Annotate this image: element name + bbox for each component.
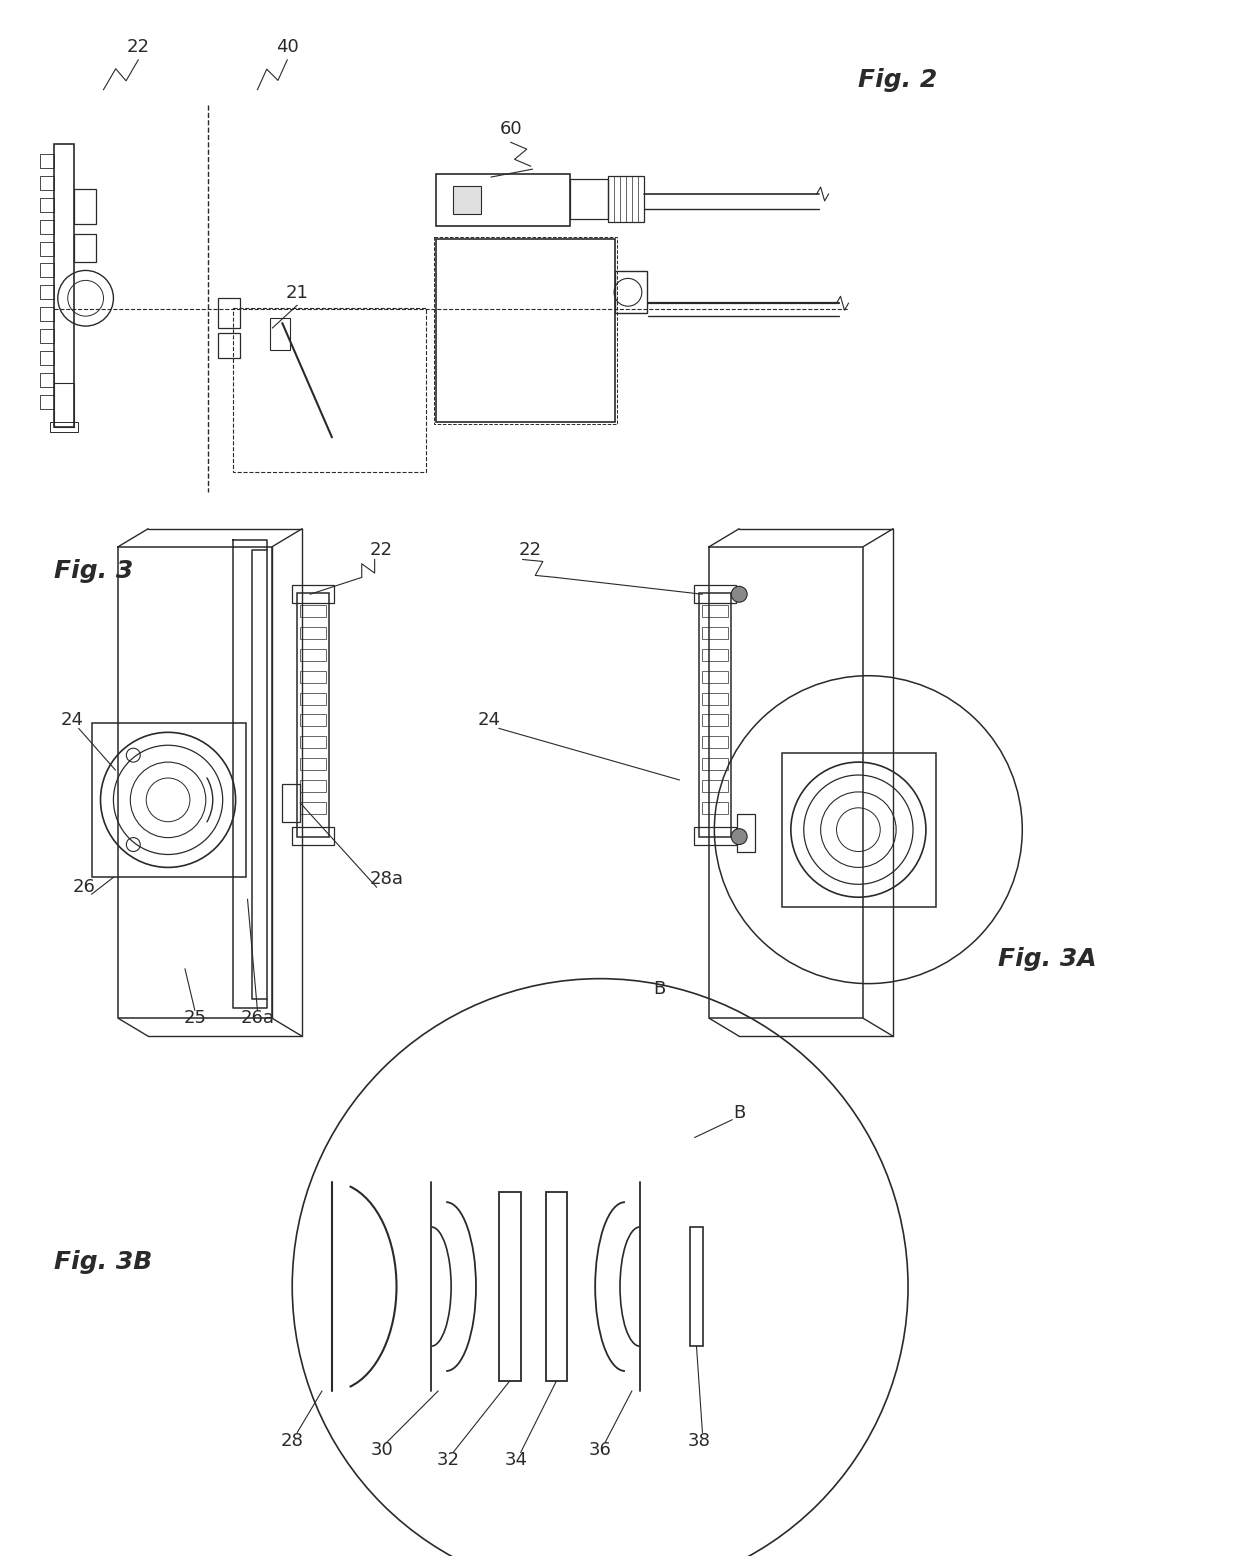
Text: Fig. 3B: Fig. 3B (55, 1250, 153, 1274)
Bar (92, 723, 246, 877)
Bar (293, 827, 334, 845)
Text: 24: 24 (61, 712, 83, 729)
Bar (570, 180, 608, 219)
Text: 22: 22 (126, 37, 150, 56)
Bar (702, 628, 728, 638)
Text: 26: 26 (72, 879, 95, 896)
Bar (694, 585, 737, 603)
Bar (546, 1193, 568, 1381)
Bar (300, 737, 326, 748)
Bar (702, 671, 728, 682)
Text: 34: 34 (505, 1452, 527, 1469)
Bar (689, 1227, 703, 1346)
Circle shape (732, 829, 748, 845)
Bar (218, 332, 239, 357)
Bar (738, 813, 755, 851)
Bar (53, 144, 73, 428)
Bar (283, 784, 300, 821)
Bar (40, 220, 53, 234)
Bar (434, 237, 618, 425)
Bar (270, 318, 290, 350)
Text: 32: 32 (436, 1452, 460, 1469)
Bar (300, 671, 326, 682)
Bar (300, 759, 326, 770)
Bar (702, 693, 728, 704)
Bar (300, 780, 326, 791)
Bar (40, 351, 53, 365)
Bar (293, 585, 334, 603)
Bar (40, 264, 53, 278)
Bar (702, 780, 728, 791)
Text: 30: 30 (371, 1441, 393, 1460)
Bar (40, 373, 53, 387)
Text: 38: 38 (688, 1431, 711, 1450)
Text: 21: 21 (285, 284, 309, 303)
Text: 60: 60 (500, 120, 522, 139)
Bar (702, 802, 728, 813)
Bar (40, 308, 53, 322)
Bar (40, 286, 53, 300)
Bar (40, 155, 53, 169)
Bar (300, 649, 326, 660)
Bar (50, 423, 78, 432)
Bar (300, 606, 326, 617)
Bar (702, 606, 728, 617)
Bar (218, 298, 239, 328)
Bar (702, 759, 728, 770)
Text: Fig. 2: Fig. 2 (858, 67, 937, 92)
Bar (40, 176, 53, 190)
Bar (40, 395, 53, 409)
Circle shape (732, 587, 748, 603)
Bar (453, 186, 481, 214)
Text: 24: 24 (477, 712, 501, 729)
Bar (300, 802, 326, 813)
Bar (233, 308, 427, 471)
Text: 40: 40 (275, 37, 299, 56)
Bar (73, 234, 95, 262)
Bar (608, 176, 644, 222)
Bar (53, 382, 73, 428)
Text: Fig. 3A: Fig. 3A (998, 948, 1096, 971)
Bar (699, 593, 732, 837)
Bar (300, 628, 326, 638)
Bar (702, 649, 728, 660)
Text: 28a: 28a (370, 871, 403, 888)
Bar (498, 1193, 521, 1381)
Bar (300, 715, 326, 726)
Bar (702, 715, 728, 726)
Bar (40, 198, 53, 212)
Text: Fig. 3: Fig. 3 (53, 559, 133, 584)
Text: 25: 25 (184, 1010, 206, 1027)
Text: 22: 22 (370, 540, 393, 559)
Bar (73, 189, 95, 223)
Bar (436, 239, 615, 423)
Bar (702, 737, 728, 748)
Text: 22: 22 (520, 540, 542, 559)
Bar (436, 175, 570, 226)
Bar (298, 593, 329, 837)
Text: 36: 36 (589, 1441, 611, 1460)
Text: 26a: 26a (241, 1010, 274, 1027)
Bar (615, 272, 647, 314)
Bar (40, 242, 53, 256)
Bar (40, 329, 53, 343)
Bar (694, 827, 737, 845)
Text: 28: 28 (280, 1431, 304, 1450)
Text: B: B (733, 1104, 745, 1122)
Bar (300, 693, 326, 704)
Bar (782, 754, 936, 907)
Text: B: B (653, 980, 666, 997)
